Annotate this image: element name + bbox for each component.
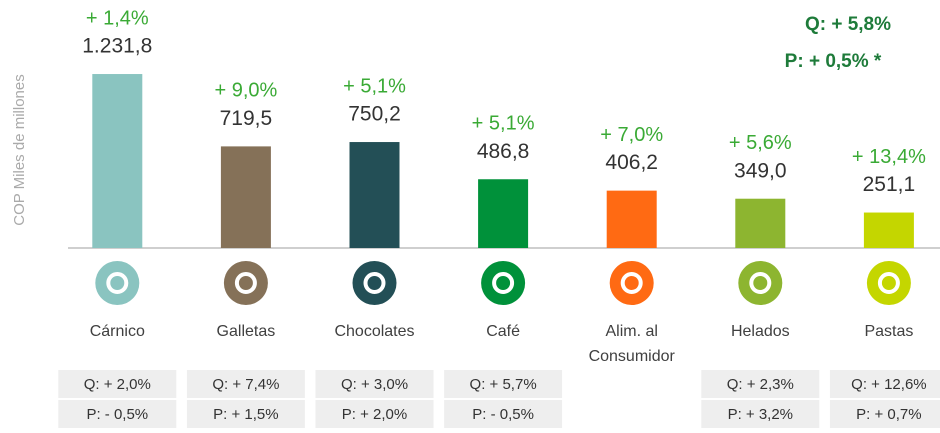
icon-glyph (106, 272, 129, 294)
qp-box (444, 370, 563, 398)
qp-label: Q: + 2,0% (84, 376, 151, 393)
category-label: Alim. al Consumidor (589, 323, 676, 365)
growth-label: + 7,0% (600, 124, 663, 146)
growth-label: + 13,4% (852, 146, 926, 168)
growth-label: + 5,1% (472, 113, 535, 135)
bar (349, 142, 400, 248)
category-label: Pastas (864, 323, 913, 340)
bar (220, 146, 271, 248)
icon-glyph (620, 272, 643, 294)
qp-box (58, 400, 177, 428)
qp-box (315, 400, 434, 428)
qp-box (701, 370, 820, 398)
qp-label: Q: + 7,4% (212, 376, 279, 393)
icon-glyph (234, 272, 257, 294)
qp-label: Q: + 5,7% (470, 376, 537, 393)
total-p: P: + 0,5% * (785, 51, 882, 72)
qp-label: Q: + 3,0% (341, 376, 408, 393)
category-icon (609, 261, 654, 305)
growth-label: + 9,0% (214, 80, 277, 102)
category-icon (223, 261, 268, 305)
qp-label: Q: + 12,6% (851, 376, 926, 393)
category-icon (481, 261, 526, 305)
qp-label: Q: + 2,3% (727, 376, 794, 393)
qp-label: P: + 3,2% (728, 406, 793, 423)
category-icon (95, 261, 140, 305)
qp-label: P: - 0,5% (86, 406, 148, 423)
qp-box (829, 370, 940, 398)
qp-box (829, 400, 940, 428)
qp-label: P: - 0,5% (472, 406, 534, 423)
category-label: Helados (731, 323, 790, 340)
value-label: 719,5 (220, 107, 273, 130)
category-label: Café (486, 323, 520, 340)
qp-label: P: + 2,0% (342, 406, 407, 423)
icon-glyph (492, 272, 515, 294)
icon-glyph (749, 272, 772, 294)
qp-label: P: + 0,7% (856, 406, 921, 423)
category-icon (738, 261, 783, 305)
value-label: 349,0 (734, 159, 787, 182)
category-label: Chocolates (334, 323, 414, 340)
qp-box (315, 370, 434, 398)
qp-label: P: + 1,5% (213, 406, 278, 423)
value-label: 251,1 (863, 173, 916, 196)
category-label: Galletas (217, 323, 276, 340)
growth-label: + 1,4% (86, 7, 149, 29)
bar (92, 74, 143, 248)
value-label: 1.231,8 (82, 35, 152, 58)
y-axis-label: COP Miles de millones (11, 74, 28, 225)
qp-box (58, 370, 177, 398)
bar (606, 190, 657, 248)
category-label: Cárnico (90, 323, 145, 340)
value-label: 406,2 (605, 151, 658, 174)
bar (863, 212, 914, 248)
growth-label: + 5,6% (729, 132, 792, 154)
qp-box (186, 400, 305, 428)
qp-box (444, 400, 563, 428)
category-icon (866, 261, 911, 305)
growth-label: + 5,1% (343, 75, 406, 97)
category-icon (352, 261, 397, 305)
total-q: Q: + 5,8% (805, 14, 891, 35)
bar (478, 179, 529, 248)
icon-glyph (877, 272, 900, 294)
value-label: 750,2 (348, 103, 401, 126)
qp-box (186, 370, 305, 398)
bar (735, 198, 786, 248)
icon-glyph (363, 272, 386, 294)
qp-box (701, 400, 820, 428)
value-label: 486,8 (477, 140, 530, 163)
